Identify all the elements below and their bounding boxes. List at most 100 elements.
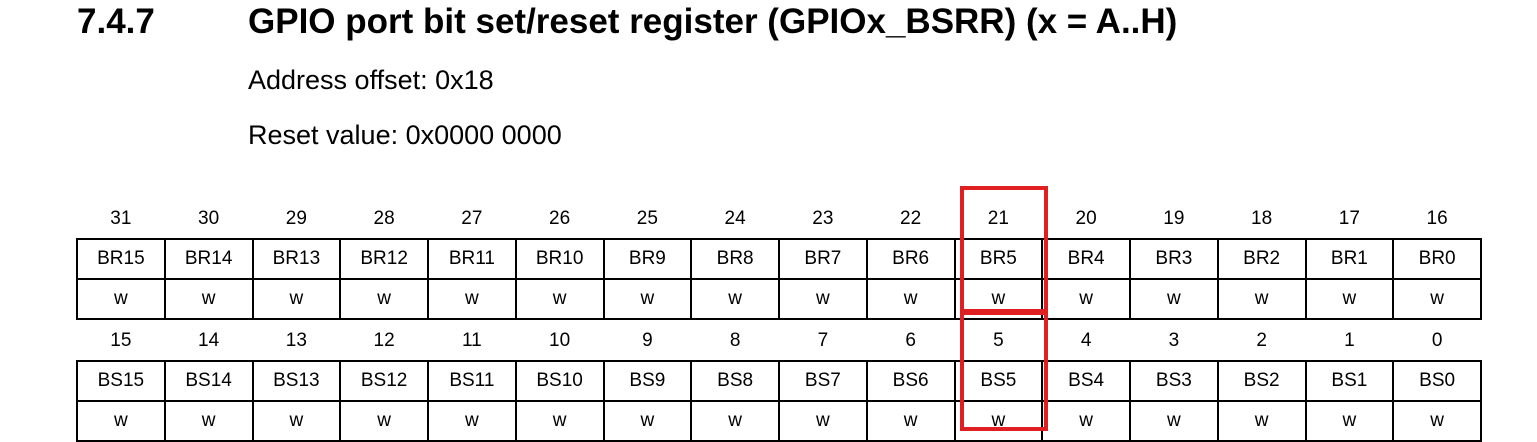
- access-cell: w: [76, 278, 166, 320]
- access-cell: w: [1392, 400, 1482, 442]
- field-cell: BS0: [1392, 360, 1482, 402]
- access-cell: w: [427, 278, 517, 320]
- field-cell: BS14: [163, 360, 254, 402]
- field-cell: BS15: [76, 360, 166, 402]
- access-cell: w: [602, 400, 693, 442]
- bit-number: 22: [900, 208, 922, 229]
- access-cell: w: [427, 400, 517, 442]
- field-cell: BR2: [1216, 238, 1307, 280]
- field-cell: BR11: [427, 238, 517, 280]
- bit-number: 9: [642, 330, 653, 351]
- bit-number: 12: [373, 330, 395, 351]
- access-cell: w: [778, 278, 868, 320]
- access-cell: w: [1216, 400, 1307, 442]
- access-cell: w: [953, 278, 1044, 320]
- access-cell: w: [163, 400, 254, 442]
- access-cell: w: [690, 400, 780, 442]
- bit-number: 5: [993, 330, 1004, 351]
- reset-value: Reset value: 0x0000 0000: [248, 120, 562, 150]
- field-cell: BS5: [953, 360, 1044, 402]
- field-cell: BS13: [251, 360, 342, 402]
- access-cell: w: [251, 400, 342, 442]
- bit-number: 2: [1256, 330, 1267, 351]
- field-cell: BR9: [602, 238, 693, 280]
- field-cell: BR4: [1041, 238, 1131, 280]
- access-cell: w: [76, 400, 166, 442]
- access-cell: w: [163, 278, 254, 320]
- access-cell: w: [865, 278, 956, 320]
- field-cell: BS1: [1304, 360, 1395, 402]
- field-cell: BS4: [1041, 360, 1131, 402]
- field-cell: BR15: [76, 238, 166, 280]
- field-cell: BS9: [602, 360, 693, 402]
- field-cell: BR14: [163, 238, 254, 280]
- bit-number: 10: [549, 330, 571, 351]
- bit-number: 20: [1075, 208, 1097, 229]
- field-cell: BR1: [1304, 238, 1395, 280]
- field-cell: BS12: [339, 360, 429, 402]
- upper-bit-numbers-row: 31 30 29 28 27 26 25 24 23 22 21 20 19 1…: [77, 198, 1481, 239]
- access-cell: w: [1041, 400, 1131, 442]
- lower-access-row: w w w w w w w w w w w w w w w w: [76, 400, 1482, 442]
- bit-number: 13: [285, 330, 307, 351]
- bit-number: 4: [1080, 330, 1092, 351]
- bit-number: 19: [1163, 208, 1185, 229]
- section-title: GPIO port bit set/reset register (GPIOx_…: [248, 2, 1178, 41]
- field-cell: BR3: [1129, 238, 1219, 280]
- register-bit-table: 31 30 29 28 27 26 25 24 23 22 21 20 19 1…: [76, 198, 1482, 442]
- access-cell: w: [514, 278, 605, 320]
- field-cell: BS6: [865, 360, 956, 402]
- access-cell: w: [690, 278, 780, 320]
- access-cell: w: [339, 278, 429, 320]
- bit-number: 28: [373, 208, 395, 229]
- access-cell: w: [1304, 400, 1395, 442]
- bit-number: 15: [110, 330, 132, 351]
- access-cell: w: [1129, 278, 1219, 320]
- upper-access-row: w w w w w w w w w w w w w w w w: [76, 278, 1482, 320]
- field-cell: BS8: [690, 360, 780, 402]
- access-cell: w: [1304, 278, 1395, 320]
- field-cell: BR7: [778, 238, 868, 280]
- access-cell: w: [514, 400, 605, 442]
- section-number: 7.4.7: [77, 2, 155, 41]
- field-cell: BR13: [251, 238, 342, 280]
- bit-number: 0: [1431, 330, 1443, 351]
- field-cell: BS10: [514, 360, 605, 402]
- access-cell: w: [1129, 400, 1219, 442]
- lower-field-row: BS15 BS14 BS13 BS12 BS11 BS10 BS9 BS8 BS…: [76, 360, 1482, 402]
- field-cell: BR5: [953, 238, 1044, 280]
- access-cell: w: [778, 400, 868, 442]
- bit-number: 26: [549, 208, 571, 229]
- bit-number: 23: [812, 208, 834, 229]
- access-cell: w: [339, 400, 429, 442]
- bit-number: 18: [1251, 208, 1273, 229]
- field-cell: BS7: [778, 360, 868, 402]
- bit-number: 3: [1168, 330, 1180, 351]
- bit-number: 21: [987, 208, 1009, 229]
- lower-bit-numbers-row: 15 14 13 12 11 10 9 8 7 6 5 4 3 2 1 0: [77, 319, 1481, 361]
- field-cell: BR0: [1392, 238, 1482, 280]
- access-cell: w: [1041, 278, 1131, 320]
- bit-number: 17: [1338, 208, 1360, 229]
- field-cell: BS11: [427, 360, 517, 402]
- access-cell: w: [865, 400, 956, 442]
- bit-number: 11: [462, 330, 482, 351]
- access-cell: w: [251, 278, 342, 320]
- bit-number: 1: [1344, 330, 1355, 351]
- upper-field-row: BR15 BR14 BR13 BR12 BR11 BR10 BR9 BR8 BR…: [76, 238, 1482, 280]
- field-cell: BR12: [339, 238, 429, 280]
- field-cell: BR10: [514, 238, 605, 280]
- bit-number: 14: [198, 330, 220, 351]
- bit-number: 16: [1426, 208, 1448, 229]
- field-cell: BS2: [1216, 360, 1307, 402]
- field-cell: BR6: [865, 238, 956, 280]
- bit-number: 8: [729, 330, 741, 351]
- access-cell: w: [953, 400, 1044, 442]
- access-cell: w: [602, 278, 693, 320]
- bit-number: 7: [817, 330, 829, 351]
- bit-number: 30: [198, 208, 220, 229]
- bit-number: 6: [905, 330, 916, 351]
- bit-number: 25: [636, 208, 658, 229]
- bit-number: 24: [724, 208, 746, 229]
- address-offset: Address offset: 0x18: [248, 65, 494, 95]
